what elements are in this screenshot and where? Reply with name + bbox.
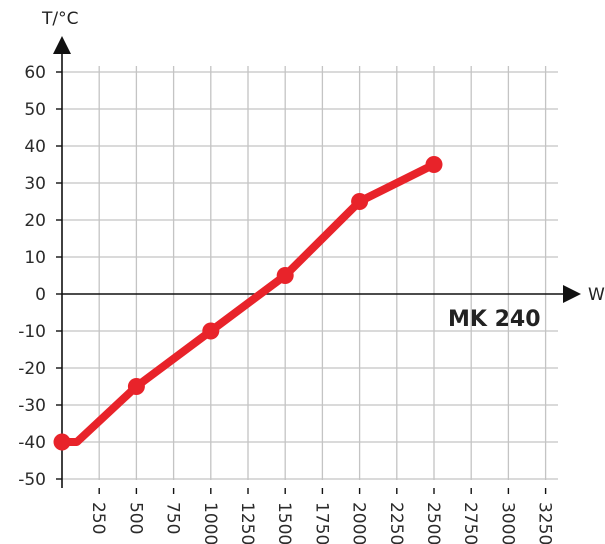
x-tick-label: 2250	[386, 502, 406, 544]
x-tick-label: 2000	[349, 502, 369, 544]
y-tick-label: 10	[24, 248, 46, 268]
x-tick-label: 2500	[423, 502, 443, 544]
y-tick-label: -40	[18, 433, 46, 453]
y-axis-label: T/°C	[41, 9, 78, 29]
data-point	[202, 322, 220, 340]
data-point	[425, 156, 443, 173]
data-point	[127, 378, 145, 395]
x-tick-label: 1500	[274, 502, 294, 544]
data-point	[276, 267, 294, 284]
series-label: MK 240	[448, 307, 541, 332]
x-tick-label: 1750	[311, 502, 331, 544]
data-point	[53, 433, 71, 451]
grid	[62, 66, 558, 480]
y-tick-label: 50	[24, 100, 46, 120]
y-tick-label: -10	[18, 322, 46, 342]
y-tick-label: 20	[24, 211, 46, 231]
x-axis-label: W	[588, 285, 605, 305]
y-tick-label: 40	[24, 137, 46, 157]
series	[53, 156, 443, 451]
x-tick-label: 3000	[497, 502, 517, 544]
y-axis-arrow-icon	[53, 36, 71, 54]
y-tick-label: -20	[18, 359, 46, 379]
tick-labels: 60 50 40 30 20 10 0 -10 -20 -30 -40 -50 250 500 750 100…	[18, 63, 554, 544]
axes: W T/°C	[41, 9, 605, 488]
x-tick-label: 500	[125, 502, 145, 534]
x-tick-label: 1000	[200, 502, 220, 544]
x-tick-label: 2750	[460, 502, 480, 544]
y-tick-label: 30	[24, 174, 46, 194]
y-tick-label: 60	[24, 63, 46, 83]
x-tick-label: 750	[163, 502, 183, 534]
data-point	[351, 193, 369, 210]
x-tick-label: 3250	[535, 502, 555, 544]
y-tick-label: 0	[35, 285, 46, 305]
x-tick-label: 1250	[237, 502, 257, 544]
y-tick-label: -30	[18, 396, 46, 416]
x-tick-label: 250	[88, 502, 108, 534]
y-tick-label: -50	[18, 470, 46, 490]
x-axis-arrow-icon	[563, 285, 581, 303]
